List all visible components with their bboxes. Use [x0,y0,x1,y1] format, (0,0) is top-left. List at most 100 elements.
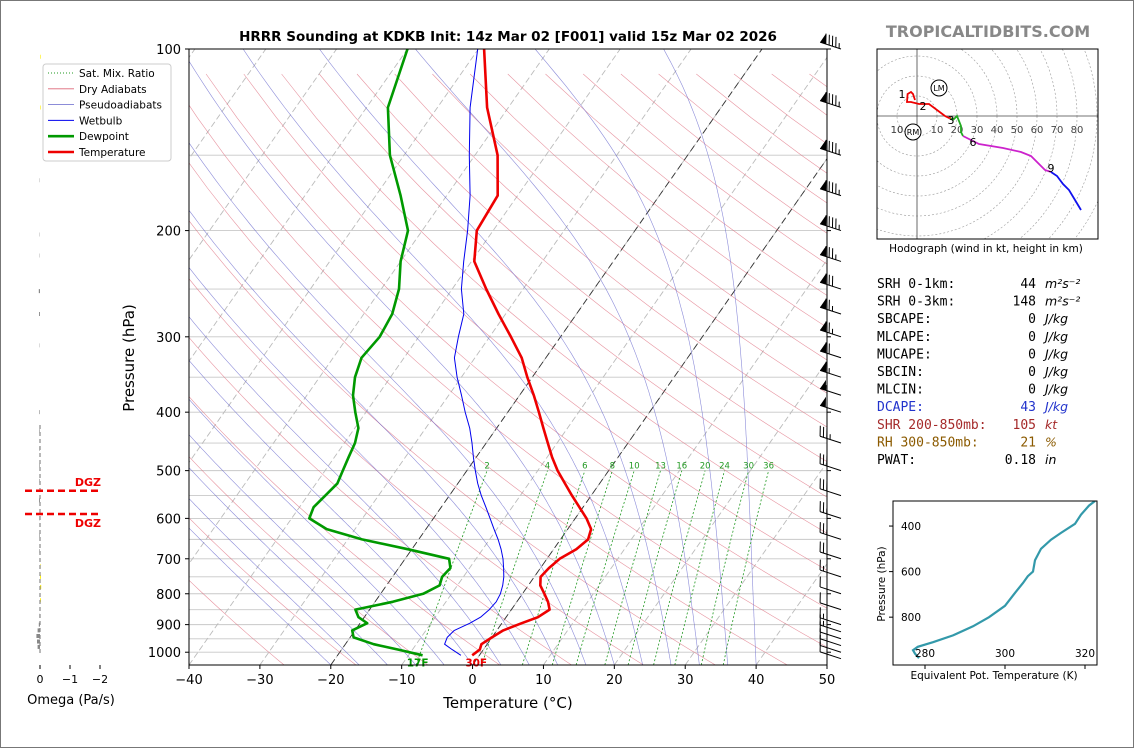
wind-barb-pennant [820,273,827,285]
isotherm-line [826,664,827,665]
mixing-ratio-line [522,470,586,665]
isotherm-line [189,49,479,464]
wind-barb-full [825,273,827,285]
hodograph-height-label: 2 [920,100,927,113]
wind-barb [819,501,842,519]
mixing-ratio-line [627,470,683,665]
mixing-ratio-line [722,470,769,665]
param-value: 0 [1028,330,1036,345]
y-tick-label: 900 [156,619,181,634]
wind-barb [819,139,842,156]
x-tick-label: −20 [317,673,344,688]
mixing-ratio-line [653,470,706,665]
series-temperature-line [471,49,593,657]
pseudoadiabat-line [189,209,558,665]
wind-barb [819,478,842,497]
param-value: 0.18 [1005,453,1036,468]
x-tick-label: −10 [388,673,415,688]
wind-barb-half [838,189,840,195]
wind-barb-pennant [820,342,827,353]
wind-barb-full [819,522,821,533]
y-tick-label: 1000 [148,646,181,661]
param-label: DCAPE: [877,400,924,415]
param-unit: J/kg [1042,364,1068,379]
dry-adiabat-line [733,73,827,145]
wind-barb-full [835,218,837,229]
wind-barb-pennant [820,92,827,103]
wind-barb [819,453,842,472]
legend-entry: Dewpoint [79,131,129,143]
theta-e-x-tick-label: 280 [915,648,935,660]
wind-barb-full [825,361,827,373]
wind-barb-half [838,149,840,155]
wind-barb-staff [819,463,842,472]
y-tick-label: 800 [156,588,181,603]
hodograph-caption: Hodograph (wind in kt, height in km) [889,243,1083,255]
param-unit: % [1045,434,1057,449]
wind-barb-pennant [820,298,827,310]
hodograph-marker-label: LM [933,84,944,93]
wind-barb-full [828,299,830,311]
param-unit: J/kg [1042,399,1068,414]
param-label: SRH 0-1km: [877,277,955,292]
wind-barb-full [828,216,830,227]
param-value: 105 [1013,418,1036,433]
wind-barb-full [822,502,825,513]
wind-barb-full [831,275,834,287]
wind-barb [819,559,842,578]
legend-entry: Wetbulb [79,115,123,127]
wind-barb-full [831,248,834,259]
wind-barb-full [828,322,830,333]
wind-barb-full [828,274,830,286]
series-wetbulb-line [444,49,505,656]
pseudoadiabat-line [534,49,729,665]
dry-adiabat-line [189,278,644,665]
hodograph-height-label: 3 [948,114,955,127]
param-value: 148 [1013,295,1036,310]
mixing-ratio-label: 8 [610,462,615,472]
wind-barb-full [825,215,827,226]
pseudoadiabat-line [189,527,332,665]
wind-barb-full [828,140,830,152]
skewt-plot-area: 2 4 6 8 10 13 16 20 24 30 36 [189,49,827,665]
legend-box [42,63,172,162]
wind-barb-half [831,328,834,335]
wind-barb-full [828,93,830,104]
wind-barb [819,273,842,290]
x-tick-label: 30 [677,673,694,688]
param-unit: m²s⁻² [1045,294,1080,309]
wind-barb-pennant [820,361,827,373]
wind-barb-full [825,246,827,257]
isotherm-line [755,562,827,665]
wind-barb-pennant [820,379,827,391]
isotherm-line [189,49,337,261]
wind-barb-full [828,343,830,354]
dry-adiabat-line [281,73,827,534]
hodograph-height-label: 1 [899,88,906,101]
wind-barb-full [831,94,834,105]
wind-barb-full [825,139,827,151]
wind-barb-full [831,217,834,228]
wind-barb-pennant [820,246,827,257]
mixing-ratio-label: 10 [629,462,640,472]
wind-barb-full [822,479,825,490]
omega-tick-label: −2 [92,673,108,686]
pseudoadiabat-line [415,49,700,665]
wind-barb-full [819,478,821,489]
dry-adiabat-line [432,73,827,394]
wind-barb [819,180,842,197]
wind-barb-full [822,523,825,534]
mixing-ratio-label: 6 [582,462,587,472]
wind-barb-full [819,501,821,512]
isotherm-line [189,49,621,665]
dry-adiabat-line [394,73,827,428]
dry-adiabat-line [189,517,357,665]
isotherm-line [189,49,408,362]
pseudoadiabat-line [189,398,445,665]
isotherm-line [401,56,827,665]
x-tick-label: 50 [819,673,836,688]
key-isotherm-line [472,157,827,665]
wind-barb-full [819,541,821,552]
